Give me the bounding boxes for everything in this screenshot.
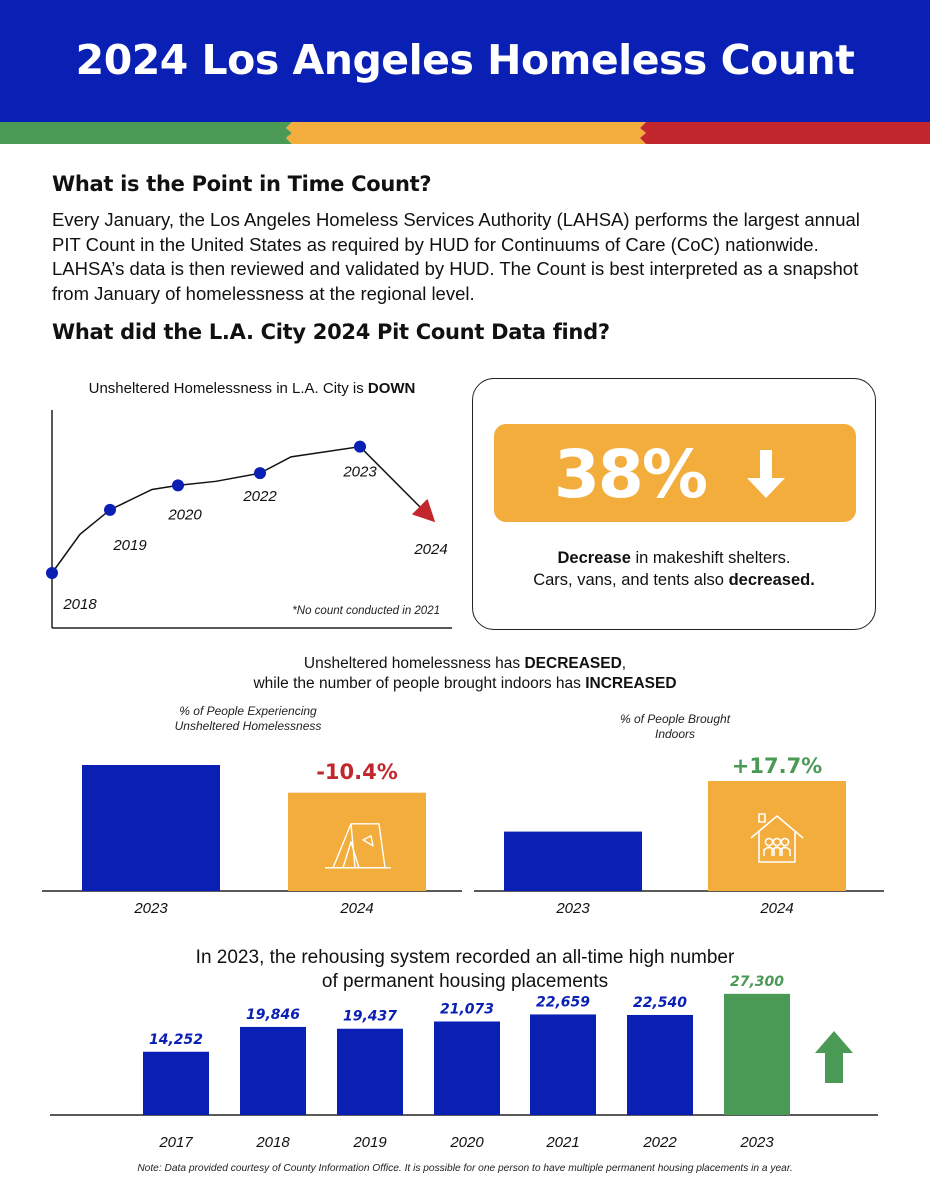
trend-point-2020 <box>172 479 184 492</box>
trend-point-2022 <box>254 467 266 480</box>
trend-series-line <box>51 445 424 574</box>
comparison-title-1-text: Unsheltered homelessness has <box>303 655 525 672</box>
down-arrow-icon <box>747 450 785 498</box>
placements-year-2018: 2018 <box>255 1134 290 1151</box>
stripe-red <box>640 122 930 144</box>
comparison-title-line-2: while the number of people brought indoo… <box>0 674 930 694</box>
unsheltered-bar-chart: 2023 2024 <box>42 765 462 917</box>
trend-year-label-2022: 2022 <box>242 488 277 505</box>
comparison-title-1-emphasis: DECREASED <box>524 655 622 672</box>
placements-bar-2020 <box>434 1021 500 1115</box>
stat-pill: 38% <box>494 424 856 522</box>
trend-year-label-2024: 2024 <box>413 541 447 558</box>
placements-bar-chart: 14,252 2017 19,846 2018 19,437 2019 21,073 2020… <box>50 975 878 1151</box>
placements-bar-2018 <box>240 1026 306 1115</box>
stat-line-2-emphasis: decreased. <box>728 571 815 589</box>
comparison-title-1-suffix: , <box>621 655 627 672</box>
placements-year-2021: 2021 <box>545 1134 579 1151</box>
trend-point-2018 <box>46 567 58 579</box>
placements-title: In 2023, the rehousing system recorded a… <box>0 946 930 994</box>
tent-icon <box>325 823 391 869</box>
indoors-bar-2023 <box>504 831 642 891</box>
trend-point-2019 <box>104 503 116 516</box>
stat-line-2-text: Cars, vans, and tents also <box>533 571 729 589</box>
placements-year-2019: 2019 <box>352 1134 387 1151</box>
placements-value-2021: 22,659 <box>536 994 590 1010</box>
placements-value-2017: 14,252 <box>149 1032 203 1048</box>
page-title: 2024 Los Angeles Homeless Count <box>75 36 855 84</box>
comparison-title-2-text: while the number of people brought indoo… <box>253 675 586 692</box>
intro-paragraph: Every January, the Los Angeles Homeless … <box>52 209 860 304</box>
trend-year-label-2020: 2020 <box>167 506 202 523</box>
intro-heading: What is the Point in Time Count? <box>52 172 432 196</box>
house-icon <box>750 813 804 863</box>
placements-bar-2021 <box>530 1014 596 1115</box>
placements-bar-2023 <box>724 993 790 1115</box>
trend-footnote: *No count conducted in 2021 <box>292 605 440 617</box>
stat-description: Decrease in makeshift shelters. Cars, va… <box>473 547 875 591</box>
stat-line-2: Cars, vans, and tents also decreased. <box>473 569 875 591</box>
comparison-title-line-1: Unsheltered homelessness has DECREASED, <box>0 654 930 674</box>
unsheltered-bar-2024 <box>288 792 426 891</box>
trend-line-chart: 2018 2019 2020 2022 2023 2024 *No count condu… <box>46 410 452 629</box>
indoors-change-label: +17.7% <box>731 754 823 778</box>
indoors-bar-caption: % of People Brought Indoors <box>619 712 731 741</box>
comparison-title: Unsheltered homelessness has DECREASED, … <box>0 654 930 694</box>
placements-bar-2019 <box>337 1028 403 1115</box>
stat-line-1-text: in makeshift shelters. <box>630 549 791 567</box>
unsheltered-label-2024: 2024 <box>339 900 373 917</box>
placements-value-2018: 19,846 <box>246 1007 300 1023</box>
placements-value-2020: 21,073 <box>440 1001 494 1017</box>
stripe-green <box>0 122 292 144</box>
header-banner: 2024 Los Angeles Homeless Count <box>0 0 930 122</box>
stat-line-1: Decrease in makeshift shelters. <box>473 547 875 569</box>
unsheltered-change-label: -10.4% <box>316 760 398 784</box>
trend-arrow-2024 <box>411 498 436 523</box>
unsheltered-bar-caption: % of People Experiencing Unsheltered Hom… <box>174 704 322 733</box>
color-stripe-band <box>0 122 930 144</box>
indoors-bar-chart: 2023 2024 <box>474 781 884 917</box>
up-arrow-icon <box>815 1031 853 1083</box>
placements-bar-2017 <box>143 1051 209 1115</box>
placements-bar-2022 <box>627 1014 693 1115</box>
comparison-title-2-emphasis: INCREASED <box>585 675 677 692</box>
indoors-bar-2024 <box>708 781 846 891</box>
indoors-label-2023: 2023 <box>555 900 590 917</box>
stat-card: 38% Decrease in makeshift shelters. Cars… <box>472 378 876 630</box>
placements-year-2020: 2020 <box>449 1134 484 1151</box>
stripe-yellow <box>286 122 646 144</box>
placements-value-2022: 22,540 <box>633 995 687 1011</box>
unsheltered-bar-2023 <box>82 765 220 891</box>
data-source-note: Note: Data provided courtesy of County I… <box>137 1163 793 1174</box>
trend-year-label-2018: 2018 <box>62 596 97 613</box>
stat-value: 38% <box>554 436 708 513</box>
placements-title-line-1: In 2023, the rehousing system recorded a… <box>195 947 735 968</box>
placements-year-2017: 2017 <box>158 1134 193 1151</box>
placements-title-line-2: of permanent housing placements <box>321 971 609 992</box>
placements-value-2023: 27,300 <box>730 975 784 990</box>
trend-title-emphasis: DOWN <box>367 380 416 397</box>
placements-value-2019: 19,437 <box>343 1009 397 1025</box>
stat-line-1-emphasis: Decrease <box>557 549 631 567</box>
trend-point-2023 <box>354 440 366 453</box>
indoors-label-2024: 2024 <box>759 900 793 917</box>
trend-chart-title: Unsheltered Homelessness in L.A. City is… <box>52 380 452 397</box>
placements-year-2023: 2023 <box>739 1134 774 1151</box>
trend-year-label-2019: 2019 <box>112 537 147 554</box>
trend-year-label-2023: 2023 <box>342 464 377 481</box>
unsheltered-label-2023: 2023 <box>133 900 168 917</box>
findings-heading: What did the L.A. City 2024 Pit Count Da… <box>52 320 610 344</box>
placements-year-2022: 2022 <box>642 1134 677 1151</box>
trend-title-text: Unsheltered Homelessness in L.A. City is <box>88 380 368 397</box>
